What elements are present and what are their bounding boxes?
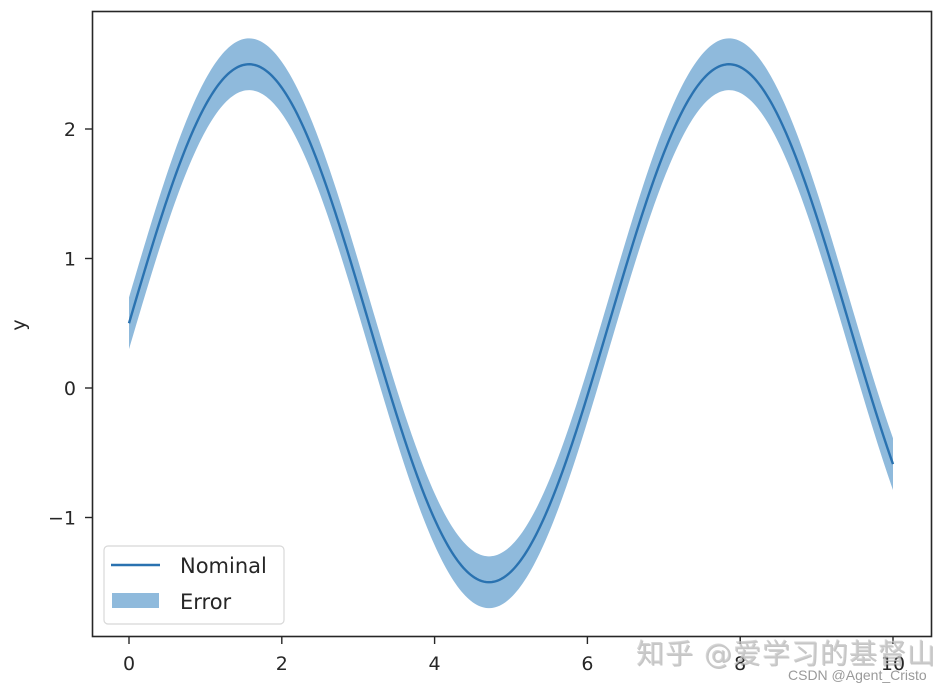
y-tick-label: −1 xyxy=(48,508,76,530)
x-tick-label: 6 xyxy=(581,653,593,675)
y-tick-label: 1 xyxy=(64,249,76,271)
x-axis: 0 2 4 6 8 10 xyxy=(123,637,905,675)
x-tick-label: 4 xyxy=(429,653,441,675)
x-tick-label: 10 xyxy=(881,653,905,675)
x-tick-label: 8 xyxy=(734,653,746,675)
legend-band-swatch xyxy=(112,593,159,608)
legend-label-nominal: Nominal xyxy=(180,554,267,578)
zhihu-watermark: 知乎 @爱学习的基督山 xyxy=(636,637,936,670)
x-tick-label: 0 xyxy=(123,653,135,675)
error-band-area xyxy=(129,38,893,609)
y-tick-label: 0 xyxy=(64,378,76,400)
axes-frame xyxy=(91,10,933,638)
csdn-watermark: CSDN @Agent_Cristo xyxy=(788,667,927,683)
legend: Nominal Error xyxy=(103,545,285,625)
y-axis: −1 0 1 2 xyxy=(48,119,92,530)
nominal-line-path xyxy=(127,63,895,584)
nominal-line xyxy=(127,63,895,584)
legend-label-error: Error xyxy=(180,590,232,614)
y-axis-label: y xyxy=(8,319,30,330)
error-band xyxy=(129,38,893,609)
x-tick-label: 2 xyxy=(276,653,288,675)
y-tick-label: 2 xyxy=(64,119,76,141)
